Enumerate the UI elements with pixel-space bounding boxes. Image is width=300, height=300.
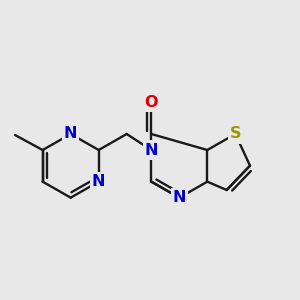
Text: S: S [230,127,241,142]
Text: N: N [92,174,105,189]
Text: O: O [145,95,158,110]
Text: N: N [172,190,186,205]
Text: N: N [64,127,77,142]
Text: N: N [145,142,158,158]
